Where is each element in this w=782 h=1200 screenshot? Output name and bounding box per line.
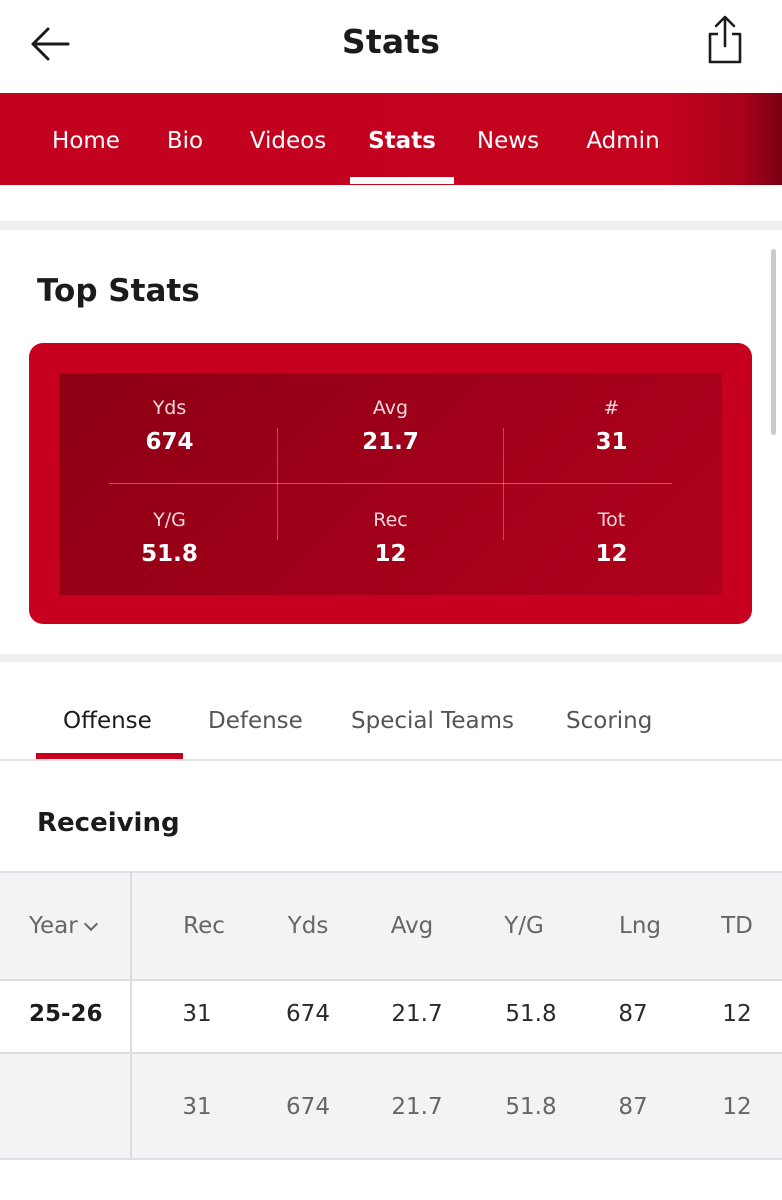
top-stats-card: Yds 674 Avg 21.7 # 31 Y/G 51.8 Rec 12 <box>29 343 752 624</box>
table-cell: 31 <box>182 1001 212 1027</box>
tab-defense[interactable]: Defense <box>208 708 303 734</box>
nav-tab-home[interactable]: Home <box>52 128 120 154</box>
tab-offense[interactable]: Offense <box>63 708 152 734</box>
stat-label: Rec <box>373 509 408 531</box>
receiving-title: Receiving <box>37 808 180 838</box>
active-tab-indicator <box>350 177 454 184</box>
column-header: Lng <box>619 913 661 939</box>
stat-value: 12 <box>595 541 628 567</box>
stat-tot: Tot 12 <box>501 509 722 567</box>
tabs-divider <box>0 759 782 761</box>
profile-nav-bar: Home Bio Videos Stats News Admin <box>0 93 782 185</box>
total-cell: 51.8 <box>505 1094 557 1120</box>
stat-label: # <box>603 397 620 419</box>
stat-value: 12 <box>374 541 407 567</box>
stat-number: # 31 <box>501 397 722 455</box>
share-icon <box>708 15 742 64</box>
table-cell: 12 <box>722 1001 752 1027</box>
stat-value: 31 <box>595 429 628 455</box>
nav-tab-videos[interactable]: Videos <box>249 128 327 154</box>
nav-tab-news[interactable]: News <box>476 128 540 154</box>
tab-scoring[interactable]: Scoring <box>566 708 653 734</box>
arrow-left-icon <box>31 27 70 61</box>
stat-value: 51.8 <box>141 541 198 567</box>
receiving-table: Year Rec Yds Avg Y/G Lng TD 25-26 31 674… <box>0 871 782 1160</box>
total-cell: 31 <box>182 1094 212 1120</box>
stats-divider-vertical <box>503 428 504 540</box>
stat-label: Y/G <box>153 509 186 531</box>
stats-divider-vertical <box>277 428 278 540</box>
chevron-down-icon <box>83 916 98 932</box>
stat-label: Yds <box>152 397 187 419</box>
nav-tab-bio[interactable]: Bio <box>166 128 204 154</box>
stat-avg: Avg 21.7 <box>280 397 501 455</box>
year-header-label: Year <box>29 913 78 939</box>
table-header-row: Year Rec Yds Avg Y/G Lng TD <box>0 871 782 979</box>
stat-label: Avg <box>372 397 409 419</box>
tab-special-teams[interactable]: Special Teams <box>351 708 514 734</box>
top-stats-grid: Yds 674 Avg 21.7 # 31 Y/G 51.8 Rec 12 <box>59 373 722 595</box>
scrollbar[interactable] <box>771 249 776 435</box>
column-header: Avg <box>390 913 434 939</box>
back-button[interactable] <box>28 24 74 64</box>
top-stats-title: Top Stats <box>37 273 200 309</box>
section-separator <box>0 654 782 662</box>
year-sort-button[interactable]: Year <box>29 913 98 939</box>
stat-rec: Rec 12 <box>280 509 501 567</box>
stat-yds: Yds 674 <box>59 397 280 455</box>
year-column-divider <box>130 871 132 1160</box>
share-button[interactable] <box>702 14 748 66</box>
table-row: 25-26 31 674 21.7 51.8 87 12 <box>0 979 782 1052</box>
stat-value: 21.7 <box>362 429 419 455</box>
total-cell: 674 <box>286 1094 330 1120</box>
table-cell: 674 <box>286 1001 330 1027</box>
table-cell: 21.7 <box>391 1001 443 1027</box>
stats-divider-horizontal <box>109 483 672 484</box>
page-title: Stats <box>341 22 441 61</box>
section-separator <box>0 221 782 230</box>
stat-yg: Y/G 51.8 <box>59 509 280 567</box>
total-cell: 87 <box>618 1094 648 1120</box>
table-totals-row: 31 674 21.7 51.8 87 12 <box>0 1052 782 1160</box>
nav-tab-admin[interactable]: Admin <box>586 128 660 154</box>
nav-tab-stats[interactable]: Stats <box>368 128 436 154</box>
active-tab-indicator <box>36 753 183 759</box>
total-cell: 21.7 <box>391 1094 443 1120</box>
row-year: 25-26 <box>29 1001 103 1027</box>
stat-label: Tot <box>597 509 626 531</box>
column-header: Yds <box>287 913 329 939</box>
table-cell: 51.8 <box>505 1001 557 1027</box>
column-header: TD <box>721 913 753 939</box>
column-header: Rec <box>183 913 225 939</box>
total-cell: 12 <box>722 1094 752 1120</box>
stat-value: 674 <box>145 429 194 455</box>
app-header: Stats <box>0 0 782 92</box>
table-cell: 87 <box>618 1001 648 1027</box>
column-header: Y/G <box>504 913 544 939</box>
